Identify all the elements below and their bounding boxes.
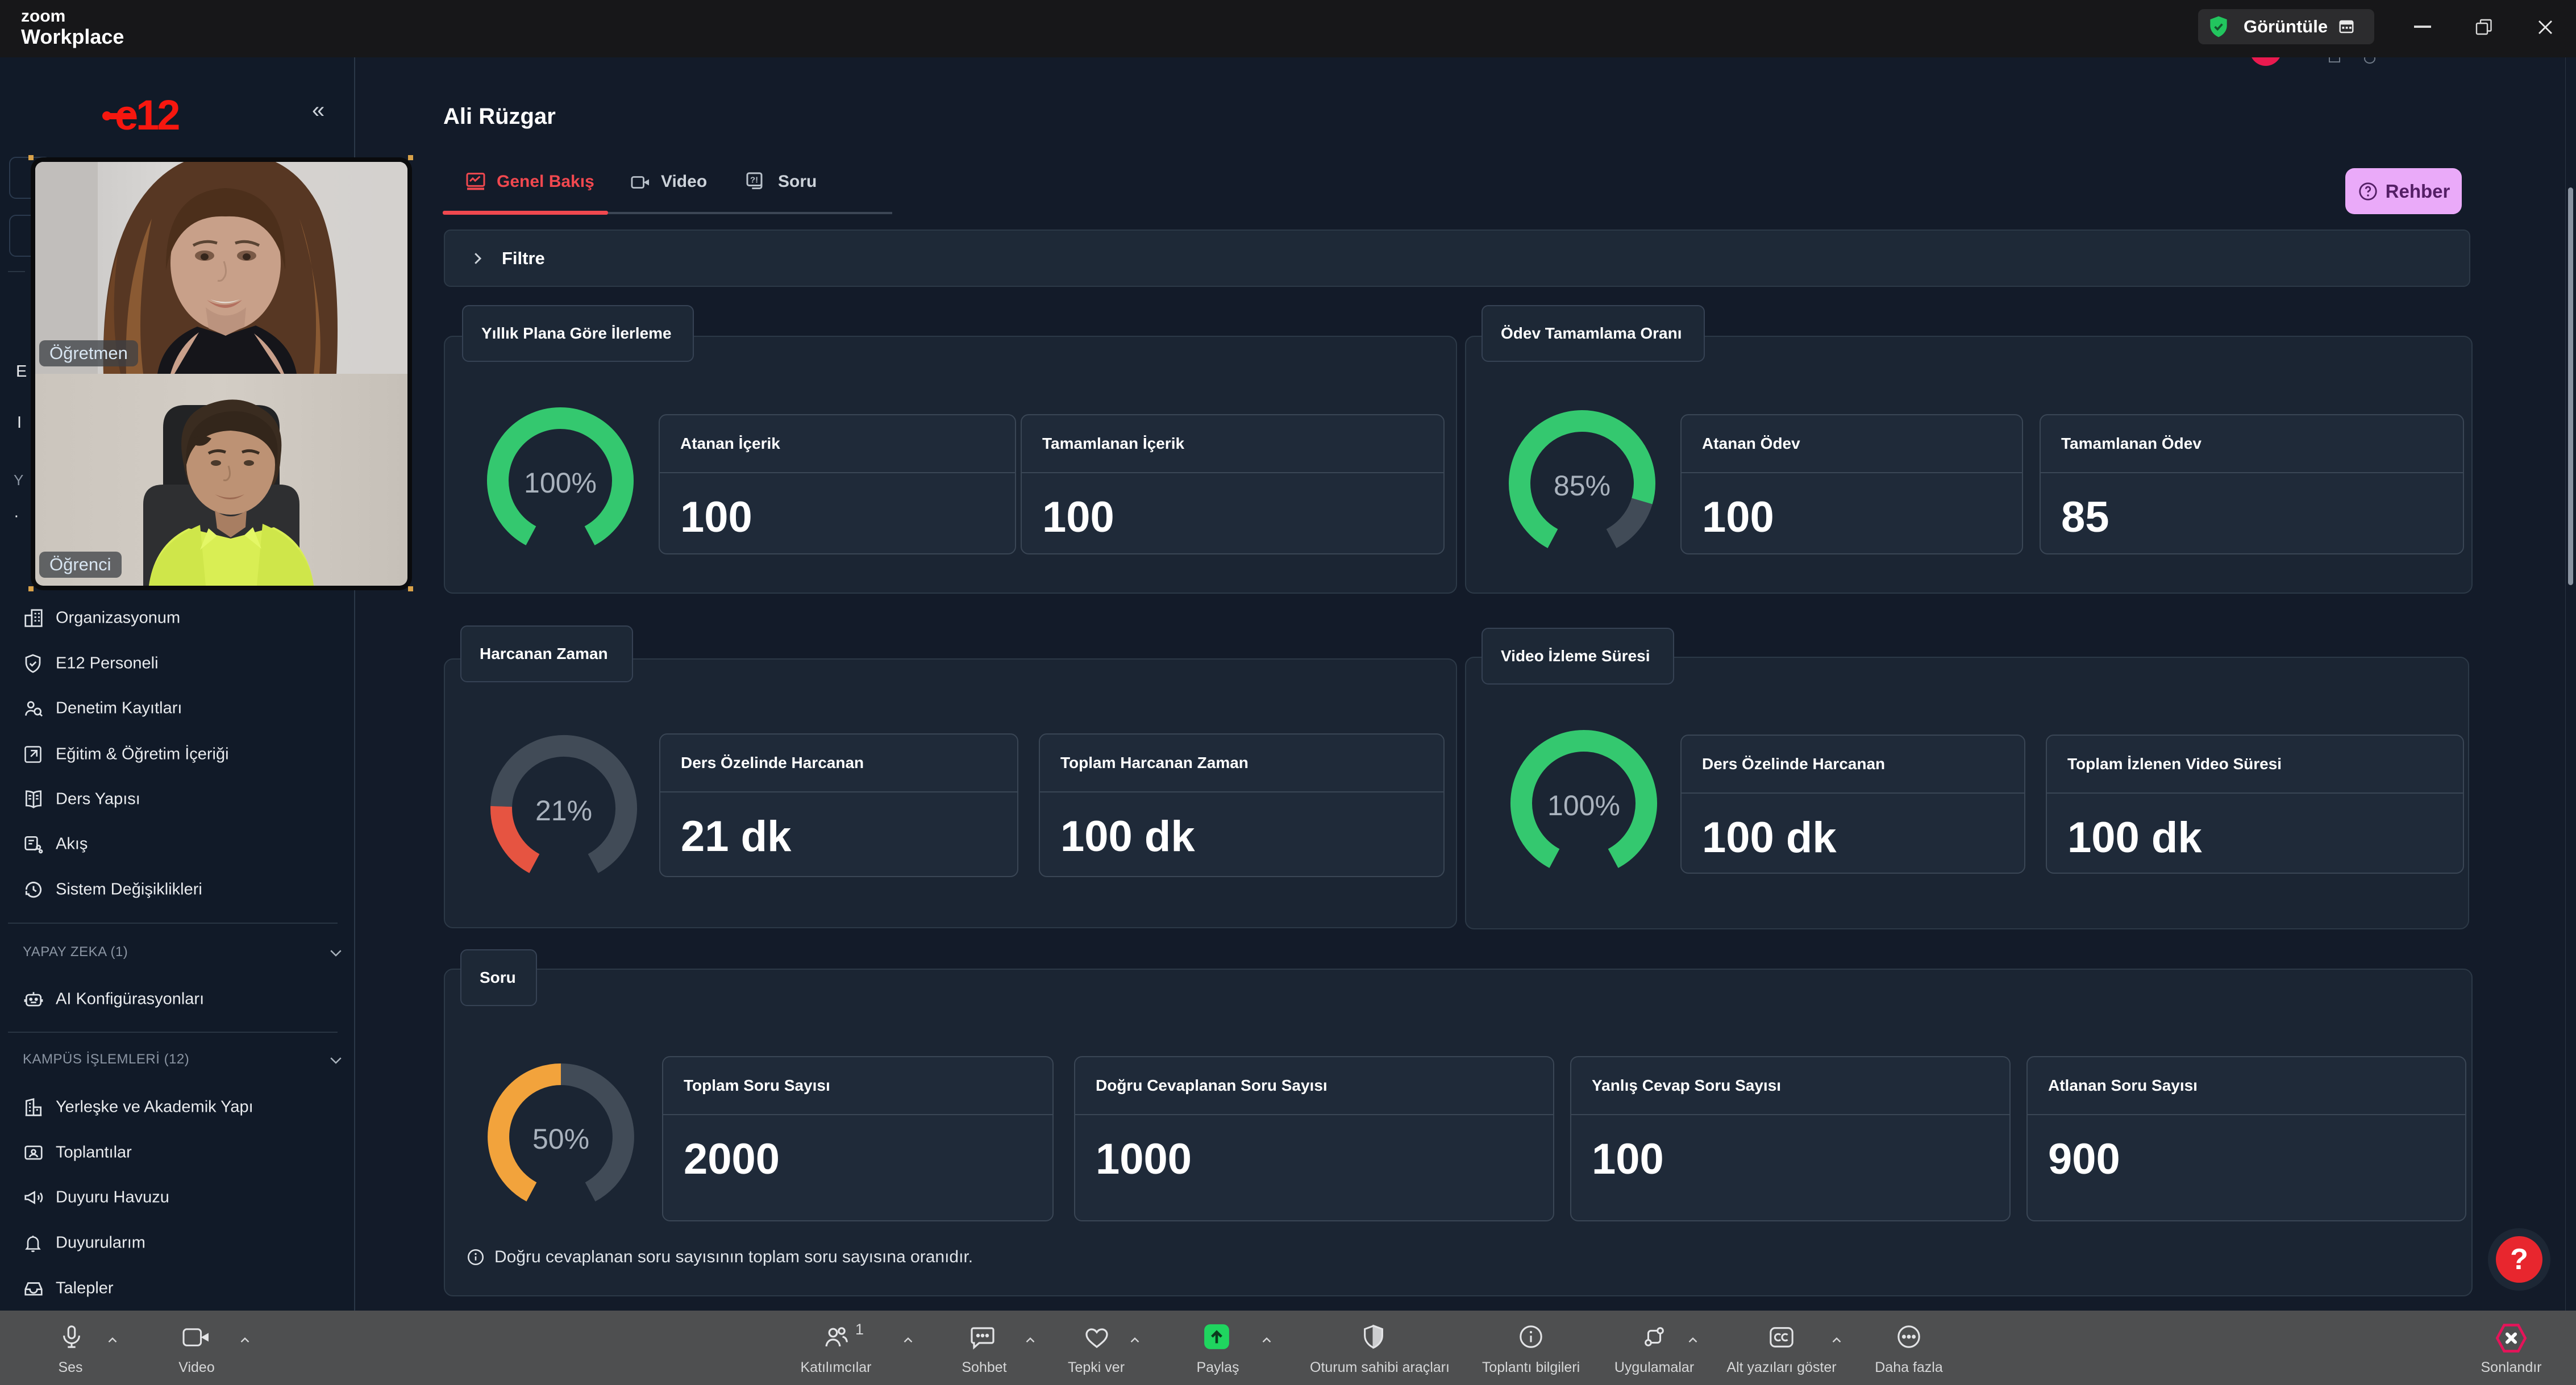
svg-text:?!: ?! [750, 176, 758, 185]
